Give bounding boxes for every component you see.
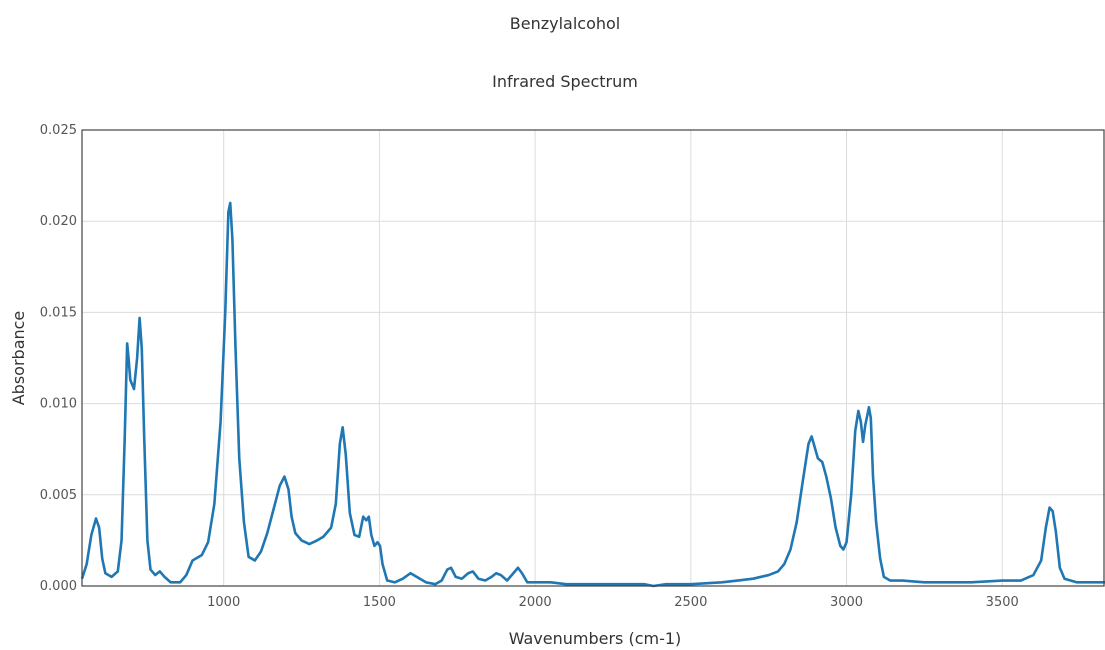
x-tick-label: 2000 bbox=[519, 595, 552, 610]
x-tick-label: 3500 bbox=[986, 595, 1019, 610]
x-tick-label: 3000 bbox=[830, 595, 863, 610]
y-tick-label: 0.005 bbox=[40, 488, 77, 503]
y-tick-label: 0.010 bbox=[40, 397, 77, 412]
chart-title: Benzylalcohol bbox=[509, 14, 621, 33]
y-tick-label: 0.015 bbox=[40, 305, 77, 320]
x-tick-label: 1500 bbox=[363, 595, 396, 610]
tick-labels: 1000 1500 2000 2500 3000 3500 0.000 0.005 0.010 0… bbox=[40, 123, 1019, 610]
y-axis-label: Absorbance bbox=[9, 311, 28, 406]
x-tick-label: 1000 bbox=[207, 595, 240, 610]
y-tick-label: 0.020 bbox=[40, 214, 77, 229]
x-tick-label: 2500 bbox=[674, 595, 707, 610]
x-axis-label: Wavenumbers (cm-1) bbox=[509, 629, 682, 648]
plot-frame bbox=[81, 129, 1105, 587]
y-tick-label: 0.025 bbox=[40, 123, 77, 138]
y-tick-label: 0.000 bbox=[40, 579, 77, 594]
chart-subtitle: Infrared Spectrum bbox=[492, 72, 638, 91]
spectrum-line bbox=[80, 201, 1105, 588]
